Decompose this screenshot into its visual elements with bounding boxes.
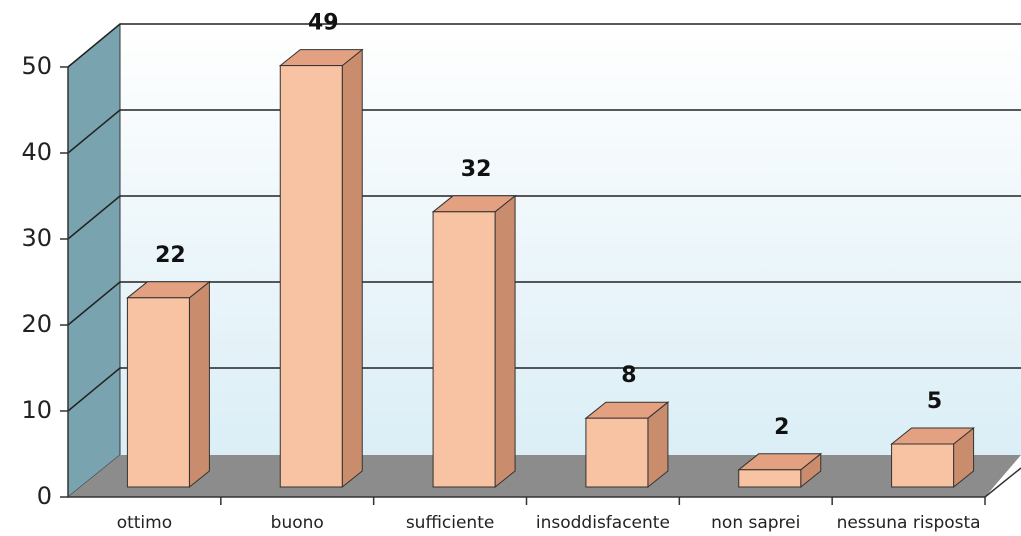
y-tick-label: 40 [21, 138, 52, 166]
x-tick-label: sufficiente [406, 513, 495, 533]
value-label: 8 [621, 363, 636, 388]
bar [278, 48, 364, 489]
bar [125, 280, 211, 489]
bar-front [585, 417, 649, 488]
y-tick-label: 0 [37, 482, 52, 510]
y-tick-label: 50 [21, 52, 52, 80]
bar [890, 426, 976, 489]
bar-side [341, 48, 363, 489]
bar-front [432, 211, 496, 488]
bar-front [738, 469, 802, 488]
side-wall [67, 22, 121, 499]
grid-line [67, 195, 1021, 240]
x-tick-label: insoddisfacente [536, 513, 670, 533]
bar [737, 452, 823, 489]
bar-front [891, 443, 955, 488]
bar [431, 194, 517, 489]
x-tick-label: non saprei [711, 513, 800, 533]
y-tick-label: 30 [21, 224, 52, 252]
x-tick-label: ottimo [117, 513, 172, 533]
bar-front [279, 65, 343, 488]
y-tick-label: 20 [21, 310, 52, 338]
floor-edge [984, 467, 1021, 498]
value-label: 2 [774, 415, 789, 440]
bar-side [494, 194, 516, 489]
value-label: 22 [155, 243, 186, 268]
value-label: 32 [461, 157, 492, 182]
grid-line [67, 367, 1021, 412]
back-wall [120, 24, 1021, 455]
value-label: 5 [927, 389, 942, 414]
value-label: 49 [308, 11, 339, 36]
x-tick-label: buono [271, 513, 324, 533]
x-tick-label: nessuna risposta [837, 513, 981, 533]
grid-line [67, 23, 1021, 68]
floor [68, 455, 1021, 497]
bar [584, 401, 670, 489]
bar-front [126, 297, 190, 488]
grid-line [67, 109, 1021, 154]
y-tick-label: 10 [21, 396, 52, 424]
grid-line [67, 281, 1021, 326]
bar-side [188, 280, 210, 489]
